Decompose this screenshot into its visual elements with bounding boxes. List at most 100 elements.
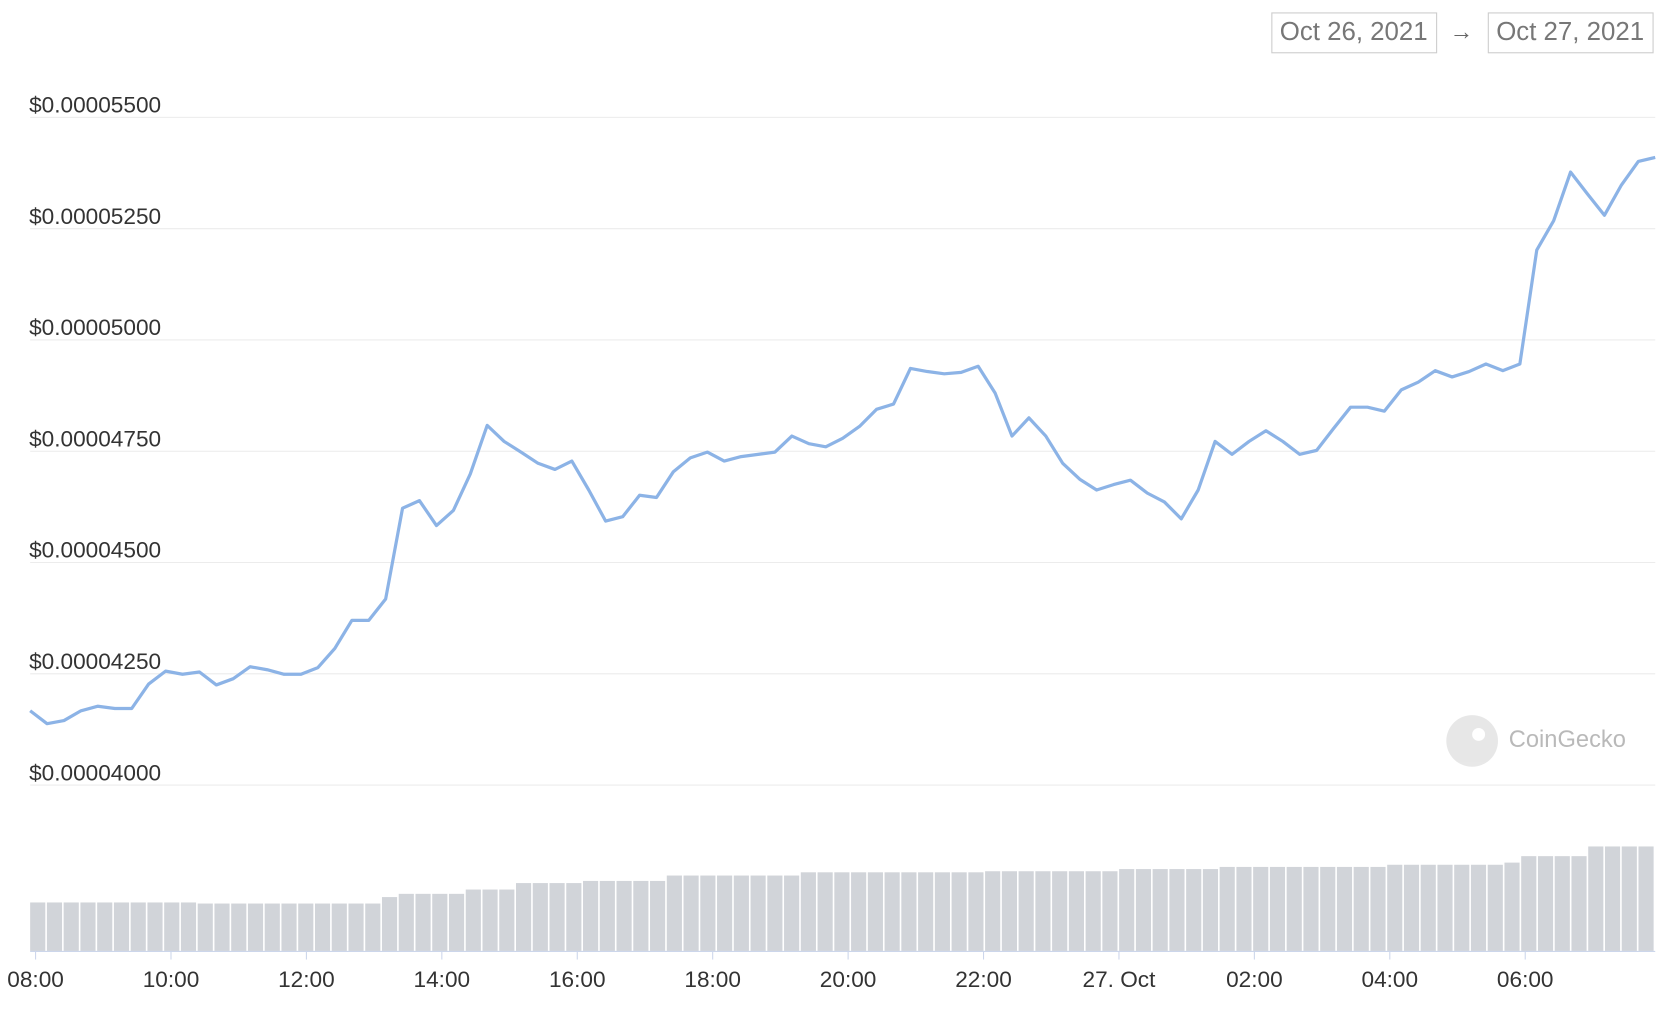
volume-bar: [63, 902, 79, 951]
volume-bar: [1219, 866, 1235, 951]
volume-bar: [1387, 864, 1403, 951]
volume-bar: [1420, 864, 1436, 951]
volume-bar: [180, 902, 197, 951]
volume-bar: [1437, 864, 1453, 951]
volume-bar: [1286, 866, 1302, 951]
volume-bar: [432, 893, 448, 951]
volume-bar: [147, 902, 163, 951]
volume-bar: [1085, 871, 1101, 951]
volume-bar: [247, 903, 264, 951]
volume-bar: [1068, 871, 1085, 951]
volume-bar: [499, 889, 515, 951]
volume-bar: [918, 872, 934, 951]
plot: $0.00004000 $0.00004250 $0.00004500 $0.0000…: [7, 93, 1656, 992]
volume-bar: [851, 872, 867, 951]
x-tick-label: 20:00: [820, 967, 877, 992]
volume-bar: [130, 902, 146, 951]
y-tick-label: $0.00004000: [29, 760, 161, 785]
volume-bar: [1604, 846, 1621, 951]
volume-bar: [616, 880, 632, 951]
volume-bar: [113, 902, 130, 951]
volume-bar: [733, 875, 749, 951]
volume-bar: [1370, 866, 1386, 951]
volume-bar: [549, 883, 565, 951]
volume-bar: [164, 902, 180, 951]
watermark-eye: [1472, 728, 1486, 741]
x-tick-label: 18:00: [684, 967, 741, 992]
volume-bar: [683, 875, 699, 951]
volume-bar: [599, 880, 615, 951]
volume-bar: [1504, 862, 1520, 951]
volume-bar: [934, 872, 950, 951]
watermark-logo: [1446, 715, 1498, 767]
volume-bar: [951, 872, 967, 951]
range-start: Oct 26, 2021: [1280, 18, 1428, 46]
watermark-text: CoinGecko: [1509, 727, 1626, 753]
price-line: [29, 155, 1656, 726]
volume-bar: [1403, 864, 1420, 951]
volume-bar: [398, 893, 414, 951]
volume-bar: [800, 872, 816, 951]
volume-bar: [1102, 871, 1118, 951]
volume-bar: [1186, 869, 1202, 951]
volume-bar: [884, 872, 900, 951]
volume-bar: [1236, 866, 1252, 951]
x-tick-label: 27. Oct: [1083, 967, 1157, 992]
volume-bar: [1571, 856, 1587, 951]
volume-bar: [331, 903, 347, 951]
x-tick-label: 04:00: [1362, 967, 1419, 992]
volume-bar: [1588, 846, 1604, 951]
volume-bar: [867, 872, 883, 951]
volume-bar: [1521, 856, 1537, 951]
volume-bar: [97, 902, 113, 951]
x-tick-label: 22:00: [955, 967, 1012, 992]
date-box[interactable]: [1271, 12, 1438, 54]
volume-bar: [1119, 869, 1135, 951]
volume-bar: [80, 902, 96, 951]
volume-bar: [750, 875, 766, 951]
x-tick-label: 06:00: [1497, 967, 1554, 992]
y-tick-label: $0.00004750: [29, 426, 161, 451]
y-tick-label: $0.00004500: [29, 538, 161, 563]
volume-bar: [1035, 871, 1051, 951]
volume-bar: [1470, 864, 1487, 951]
volume-bar: [516, 883, 532, 951]
volume-bar: [1638, 846, 1654, 951]
x-tick-label: 10:00: [143, 967, 200, 992]
volume-bar: [1052, 871, 1068, 951]
volume-bar: [532, 883, 548, 951]
volume-bar: [482, 889, 498, 951]
volume-bar: [415, 893, 431, 951]
volume-bar: [1487, 864, 1503, 951]
volume-bar: [1202, 869, 1219, 951]
volume-bar: [298, 903, 314, 951]
date-box[interactable]: [1487, 12, 1654, 54]
volume-bar: [348, 903, 364, 951]
volume-bar: [650, 880, 666, 951]
volume-bar: [1001, 871, 1017, 951]
volume-bar: [1554, 856, 1570, 951]
volume-bar: [784, 875, 800, 951]
y-tick-label: $0.00005000: [29, 315, 161, 340]
volume-bar: [901, 872, 917, 951]
volume-bar: [314, 903, 331, 951]
volume-bar: [264, 903, 280, 951]
x-tick-label: 12:00: [278, 967, 335, 992]
volume-bar: [1621, 846, 1637, 951]
x-tick-label: 02:00: [1226, 967, 1283, 992]
volume-bar: [448, 893, 465, 951]
volume-bar: [767, 875, 783, 951]
volume-bar: [281, 903, 297, 951]
volume-bar: [1454, 864, 1470, 951]
range-end: Oct 27, 2021: [1496, 18, 1644, 46]
volume-bar: [968, 872, 984, 951]
x-tick-label: 16:00: [549, 967, 606, 992]
volume-bar: [1152, 869, 1168, 951]
x-tick-label: 14:00: [414, 967, 471, 992]
volume-bar: [817, 872, 833, 951]
volume-bar: [633, 880, 649, 951]
volume-bar: [30, 902, 46, 951]
volume-bar: [834, 872, 850, 951]
